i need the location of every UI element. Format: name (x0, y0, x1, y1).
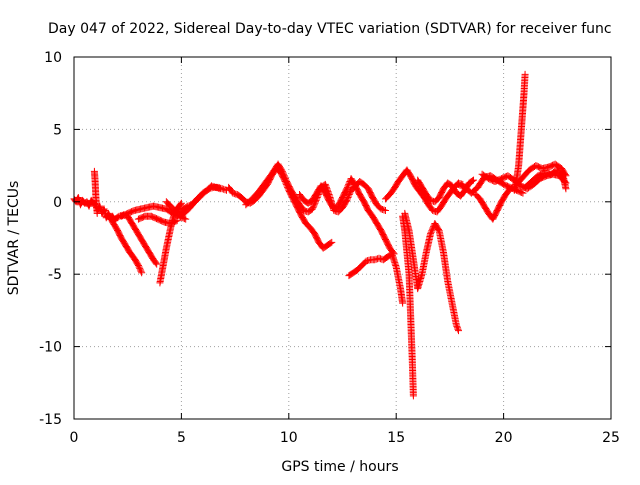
data-point (153, 260, 161, 268)
data-point (280, 172, 288, 180)
data-point (521, 70, 529, 78)
data-point (280, 170, 288, 178)
data-layer (70, 70, 570, 400)
data-point (428, 225, 436, 233)
data-point (454, 325, 462, 333)
data-point (345, 180, 353, 188)
data-point (454, 327, 462, 335)
y-tick-label: -5 (48, 267, 62, 283)
data-point (85, 202, 93, 210)
y-tick-label: 0 (53, 195, 62, 211)
data-point (278, 167, 286, 175)
y-tick-label: -10 (39, 340, 62, 356)
data-point (519, 189, 527, 197)
data-point (93, 209, 101, 217)
data-point (343, 183, 351, 191)
data-point (308, 205, 316, 213)
data-point (180, 215, 188, 223)
data-point (427, 228, 435, 236)
data-point (281, 173, 289, 181)
data-point (327, 239, 335, 247)
data-point (279, 169, 287, 177)
x-tick-label: 25 (602, 430, 620, 446)
y-tick-label: -15 (39, 412, 62, 428)
data-point (399, 299, 407, 307)
data-point (182, 215, 190, 223)
data-point (344, 182, 352, 190)
data-point (453, 322, 461, 330)
data-point (427, 230, 435, 238)
data-point (216, 185, 224, 193)
y-tick-label: 10 (44, 50, 62, 66)
data-point (135, 263, 143, 271)
data-point (452, 321, 460, 329)
data-point (310, 202, 318, 210)
x-axis-label: GPS time / hours (281, 459, 398, 475)
y-axis-label: SDTVAR / TECUs (6, 181, 22, 296)
grid-layer (74, 57, 611, 419)
data-point (453, 324, 461, 332)
data-point (137, 267, 145, 275)
series-group (70, 70, 570, 400)
data-point (177, 199, 185, 207)
x-tick-label: 5 (177, 430, 186, 446)
data-point (343, 185, 351, 193)
x-tick-label: 20 (495, 430, 513, 446)
data-point (346, 189, 354, 197)
data-point (152, 259, 160, 267)
data-point (310, 201, 318, 209)
data-point (328, 238, 336, 246)
data-point (281, 175, 289, 183)
data-point (134, 262, 142, 270)
x-tick-label: 0 (70, 430, 79, 446)
data-point (428, 227, 436, 235)
y-tick-label: 5 (53, 122, 62, 138)
data-point (468, 177, 476, 185)
data-point (177, 200, 185, 208)
data-point (321, 180, 329, 188)
plot-frame (73, 56, 612, 420)
chart-title: Day 047 of 2022, Sidereal Day-to-day VTE… (48, 21, 612, 37)
data-point (309, 204, 317, 212)
data-point (138, 269, 146, 277)
x-tick-label: 15 (387, 430, 405, 446)
tick-layer: 0 5 10 15 20 25 -15 -10 -5 0 5 10 (39, 50, 620, 446)
data-point (518, 189, 526, 197)
data-point (381, 206, 389, 214)
data-point (409, 392, 417, 400)
data-point (136, 264, 144, 272)
data-point (470, 176, 478, 184)
x-tick-label: 10 (280, 430, 298, 446)
data-point (136, 266, 144, 274)
data-point (562, 185, 570, 193)
